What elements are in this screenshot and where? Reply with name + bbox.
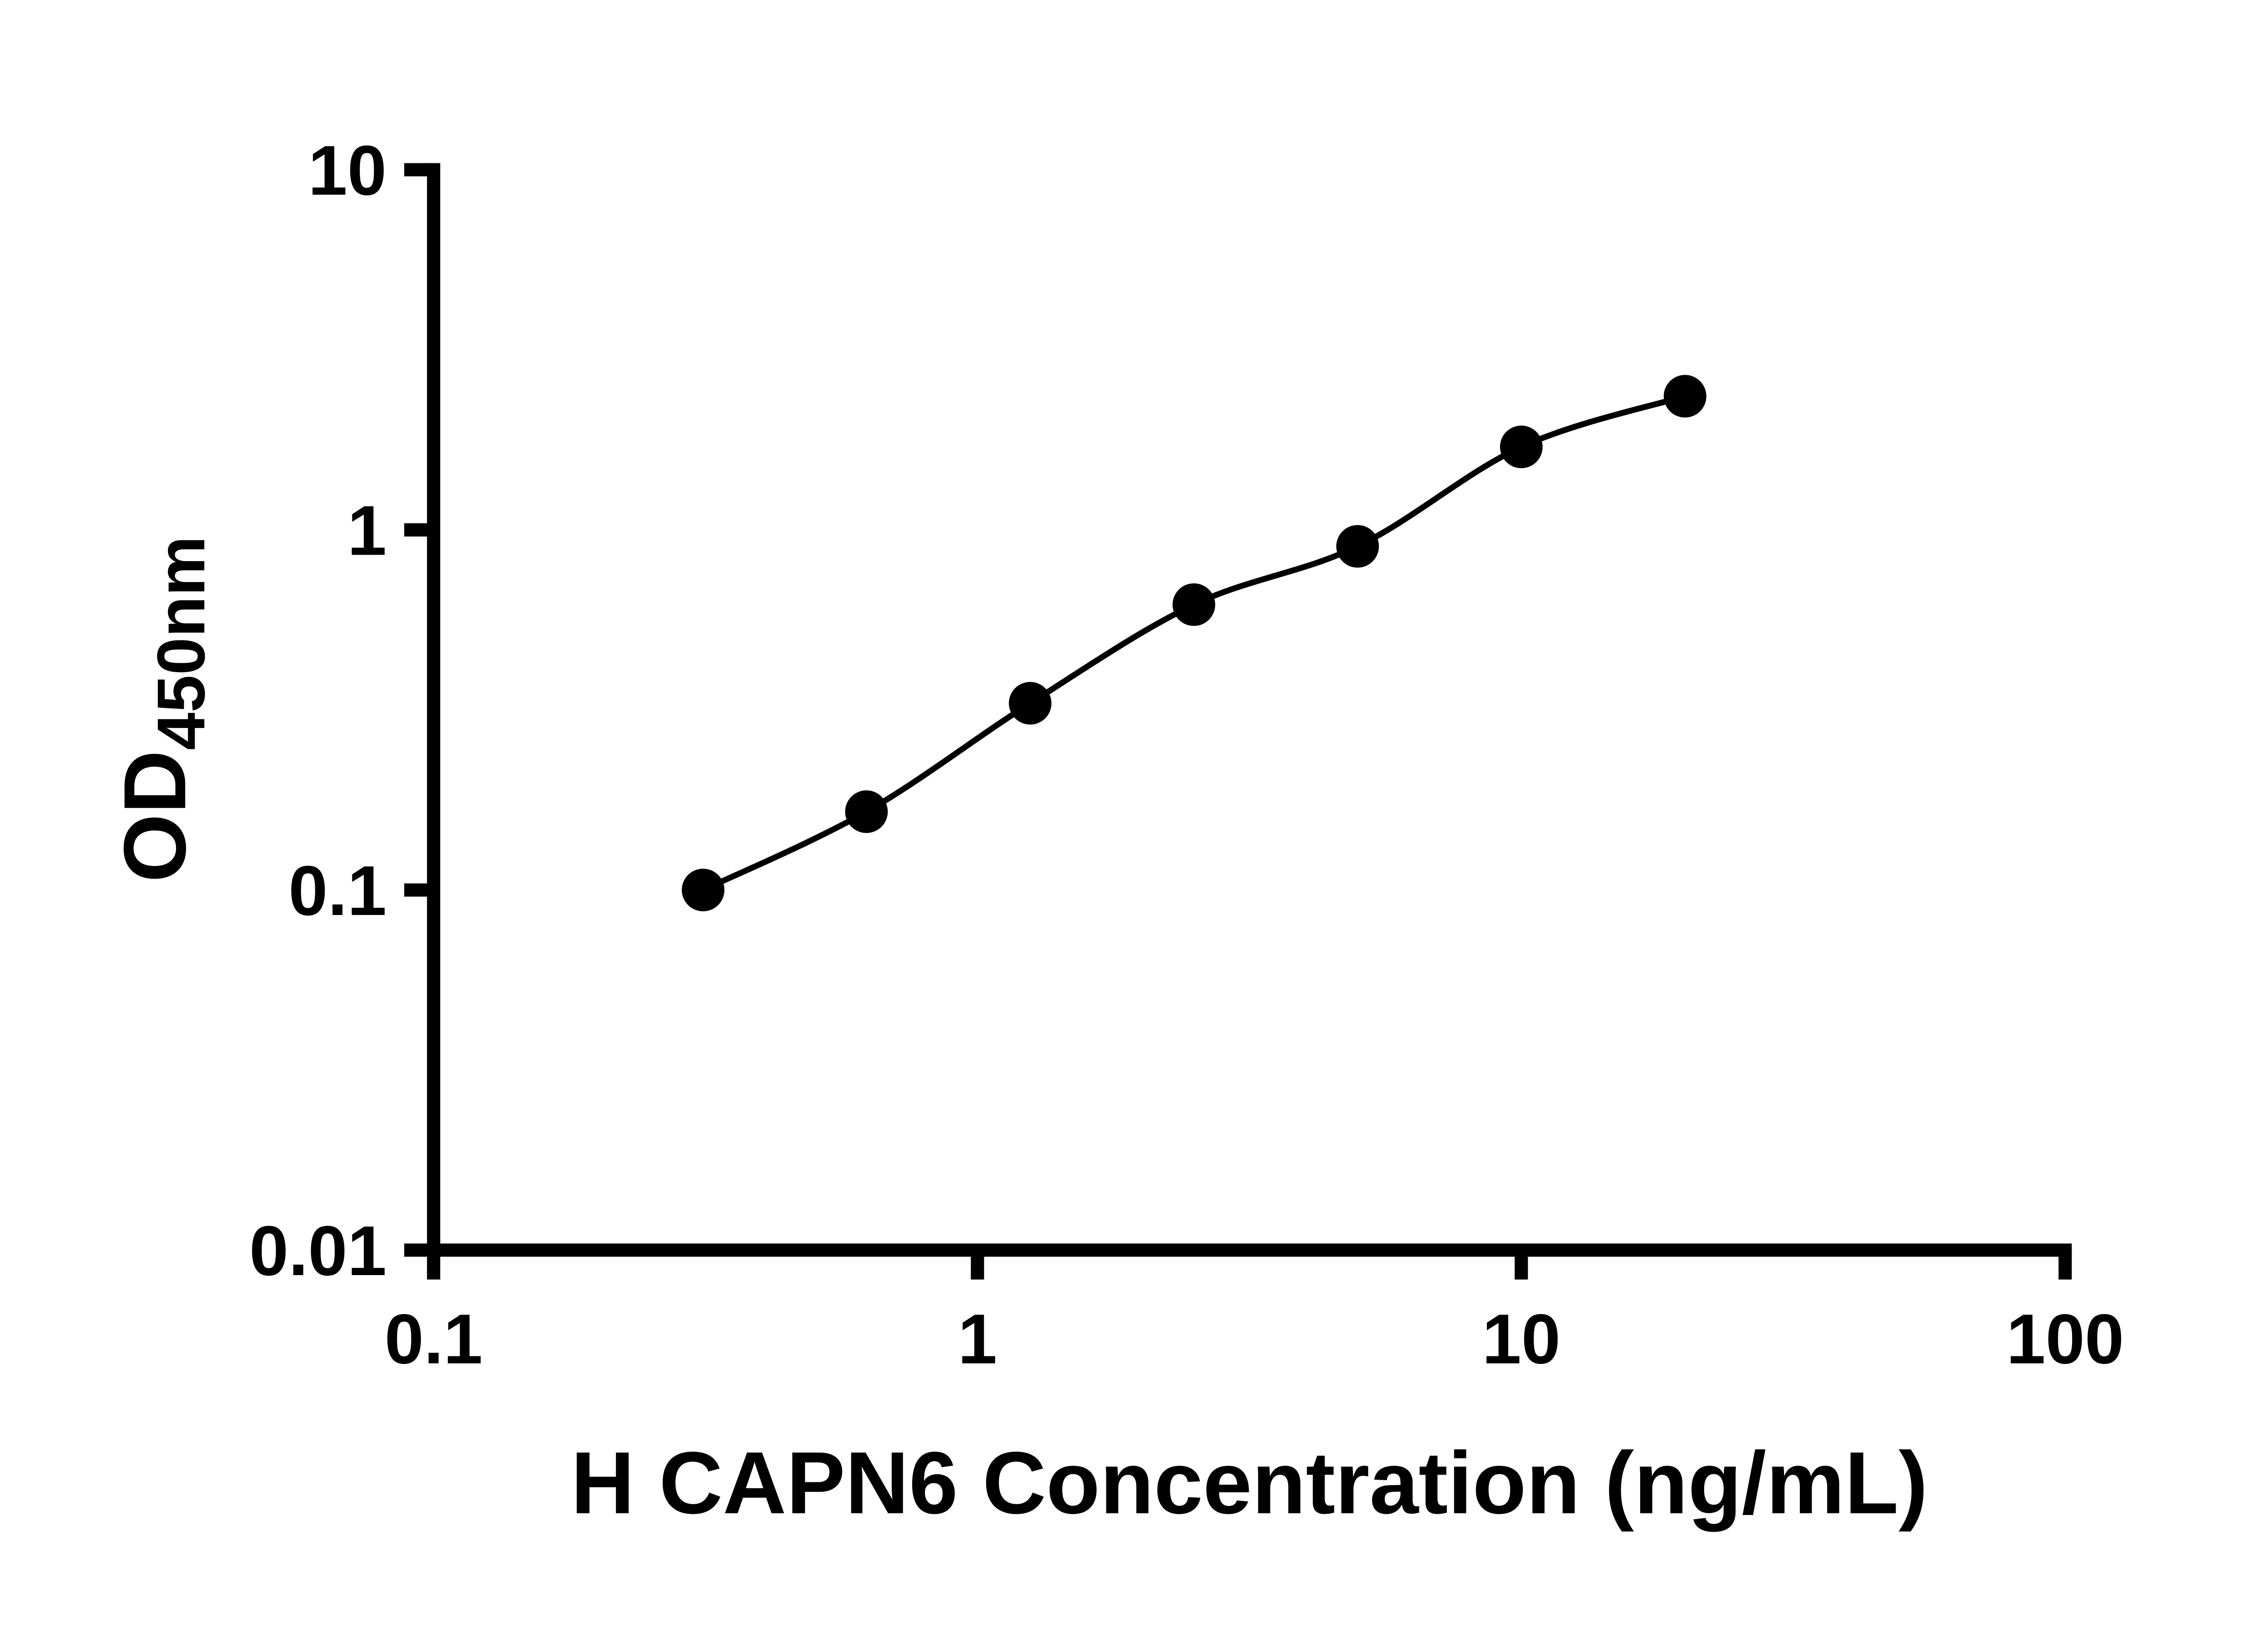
x-tick-label: 0.1 xyxy=(385,1299,483,1378)
x-tick-label: 10 xyxy=(1482,1299,1560,1378)
data-point xyxy=(1500,425,1543,469)
x-tick-label: 1 xyxy=(958,1299,997,1378)
x-axis-title: H CAPN6 Concentration (ng/mL) xyxy=(571,1434,1928,1532)
data-point xyxy=(1009,682,1052,725)
data-point xyxy=(845,790,888,833)
data-point xyxy=(682,869,725,912)
y-axis-title-subscript: 450nm xyxy=(143,536,219,750)
plot-area: 0.1 1 10 100 0.01 0.1 1 10 xyxy=(249,131,2124,1378)
data-point xyxy=(1336,525,1379,568)
y-axis-title: OD450nm xyxy=(106,536,219,883)
x-tick-label: 100 xyxy=(2006,1299,2124,1378)
y-tick-label: 0.01 xyxy=(249,1211,387,1290)
y-axis-title-main: OD xyxy=(106,750,204,883)
data-point xyxy=(1663,375,1706,418)
y-tick-label: 0.1 xyxy=(288,851,386,930)
y-tick-label: 1 xyxy=(347,491,387,570)
axes xyxy=(427,163,2072,1257)
data-point xyxy=(1173,583,1215,626)
y-tick-label: 10 xyxy=(308,131,386,210)
